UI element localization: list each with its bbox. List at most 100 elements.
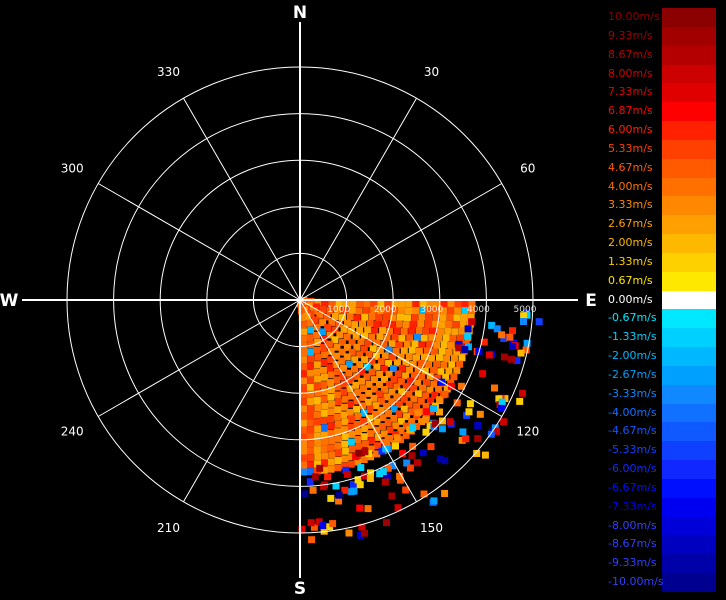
velocity-cell: [391, 333, 399, 341]
velocity-cell: [392, 442, 399, 450]
velocity-cell: [389, 365, 397, 373]
velocity-cell: [399, 450, 407, 457]
colorbar-entry: -4.67m/s: [606, 422, 716, 442]
velocity-cell: [445, 367, 453, 375]
velocity-cell: [314, 404, 322, 411]
range-tick-label: 1000: [327, 305, 350, 315]
velocity-cell: [412, 307, 419, 314]
velocity-cell: [319, 319, 327, 327]
velocity-cell: [377, 406, 385, 414]
velocity-cell: [457, 334, 464, 342]
velocity-cell: [372, 352, 380, 360]
velocity-cell: [334, 383, 342, 391]
velocity-cell: [438, 347, 446, 355]
velocity-cell: [311, 473, 319, 481]
velocity-cell: [347, 460, 355, 468]
velocity-cell: [365, 450, 372, 457]
compass-south-label: S: [294, 579, 306, 599]
velocity-cell: [418, 341, 426, 349]
colorbar-swatch: [662, 441, 716, 461]
velocity-cell: [440, 300, 448, 307]
velocity-cell: [402, 359, 410, 366]
colorbar-label: 10.00m/s: [608, 10, 660, 23]
velocity-cell: [414, 366, 422, 373]
velocity-cell: [334, 406, 342, 414]
velocity-cell: [397, 313, 404, 321]
velocity-cell: [474, 435, 482, 443]
velocity-cell: [335, 497, 343, 505]
velocity-cell: [333, 343, 341, 351]
velocity-cell: [339, 314, 346, 322]
colorbar-swatch: [662, 328, 716, 348]
velocity-cell: [385, 381, 393, 388]
velocity-cell: [422, 428, 430, 436]
velocity-cell: [313, 368, 321, 376]
velocity-cell: [361, 529, 368, 537]
velocity-cell: [406, 464, 414, 472]
velocity-cell: [377, 358, 385, 366]
velocity-cell: [516, 397, 524, 405]
colorbar-label: -2.00m/s: [608, 349, 657, 363]
velocity-cell: [523, 339, 531, 347]
colorbar-label: 3.33m/s: [608, 198, 653, 212]
velocity-cell: [450, 373, 458, 381]
velocity-cell: [300, 426, 307, 434]
velocity-cell: [348, 453, 356, 461]
velocity-cell: [381, 352, 389, 360]
polar-grid: [22, 22, 578, 578]
colorbar-swatch: [662, 535, 716, 555]
velocity-cell: [345, 360, 353, 368]
velocity-cell: [467, 313, 475, 321]
velocity-cell: [314, 339, 322, 346]
velocity-cell: [319, 306, 327, 314]
colorbar-entry: 10.00m/s: [606, 8, 716, 28]
velocity-cell: [409, 442, 417, 450]
velocity-cell: [331, 336, 339, 344]
velocity-cell: [447, 307, 455, 314]
velocity-cell: [458, 354, 466, 362]
colorbar-swatch: [662, 252, 716, 273]
velocity-cell: [402, 383, 410, 391]
velocity-cell: [371, 410, 379, 418]
velocity-cell: [398, 364, 406, 372]
velocity-cell: [513, 357, 521, 365]
velocity-cell: [327, 408, 335, 416]
velocity-cell: [419, 384, 427, 392]
velocity-cell: [517, 349, 525, 357]
velocity-cell: [432, 313, 440, 321]
velocity-cell: [321, 351, 329, 359]
velocity-cell: [334, 435, 342, 443]
velocity-cell: [356, 532, 364, 539]
colorbar-entry: 5.33m/s: [606, 139, 716, 160]
velocity-cell: [405, 353, 413, 360]
velocity-cell: [426, 340, 434, 348]
velocity-cell: [491, 384, 498, 392]
velocity-cell: [327, 444, 335, 452]
velocity-cell: [464, 332, 472, 340]
velocity-cell: [433, 300, 441, 307]
velocity-cell: [383, 402, 391, 410]
velocity-cell: [458, 327, 466, 335]
velocity-cell: [321, 402, 329, 410]
velocity-cell: [435, 386, 443, 393]
velocity-cell: [367, 445, 375, 453]
velocity-cell: [398, 334, 406, 342]
velocity-cell: [406, 366, 413, 374]
velocity-cell: [383, 306, 391, 314]
velocity-cell: [373, 339, 381, 347]
velocity-cell: [498, 398, 506, 406]
velocity-cell: [332, 482, 340, 490]
velocity-cell: [430, 348, 438, 356]
velocity-cell: [321, 452, 329, 460]
colorbar-label: -2.67m/s: [608, 367, 657, 381]
velocity-cell: [440, 341, 448, 349]
colorbar-swatch: [662, 139, 716, 160]
velocity-cell: [379, 327, 387, 334]
velocity-cell: [313, 397, 321, 404]
velocity-cell: [481, 451, 489, 459]
velocity-cell: [417, 320, 425, 328]
velocity-cell: [297, 307, 305, 315]
velocity-cell: [350, 481, 357, 488]
velocity-cell: [414, 409, 422, 417]
velocity-cell: [306, 383, 314, 391]
